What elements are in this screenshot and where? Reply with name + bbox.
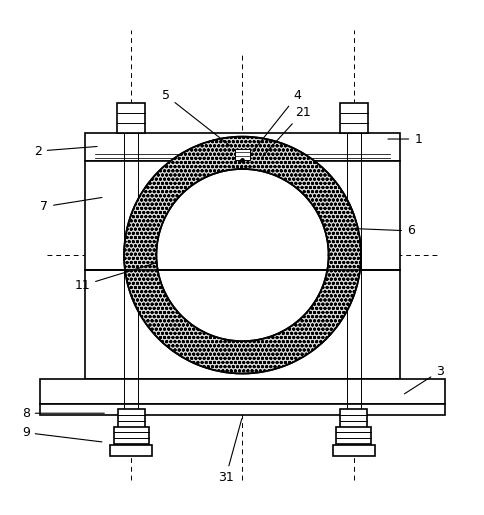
Bar	[118, 409, 145, 428]
Bar	[40, 404, 444, 415]
Text: 3: 3	[404, 365, 443, 394]
Bar	[114, 427, 149, 444]
Text: 1: 1	[387, 132, 421, 146]
Bar	[117, 103, 145, 133]
Bar	[339, 103, 367, 133]
Text: 2: 2	[34, 145, 97, 158]
Bar	[85, 269, 399, 380]
Bar	[85, 161, 399, 269]
Text: 4: 4	[253, 89, 301, 151]
Bar	[110, 445, 152, 456]
Bar	[339, 409, 366, 428]
Text: 7: 7	[40, 197, 102, 213]
Text: 8: 8	[22, 407, 104, 420]
Text: 6: 6	[353, 225, 414, 237]
Bar	[235, 149, 249, 160]
Bar	[40, 380, 444, 404]
Text: 31: 31	[217, 419, 241, 484]
Bar	[85, 133, 399, 161]
Bar	[335, 427, 370, 444]
Text: 21: 21	[262, 106, 310, 157]
Bar	[332, 445, 374, 456]
Text: 11: 11	[74, 263, 155, 292]
Text: 9: 9	[22, 426, 102, 442]
Text: 5: 5	[162, 89, 229, 146]
